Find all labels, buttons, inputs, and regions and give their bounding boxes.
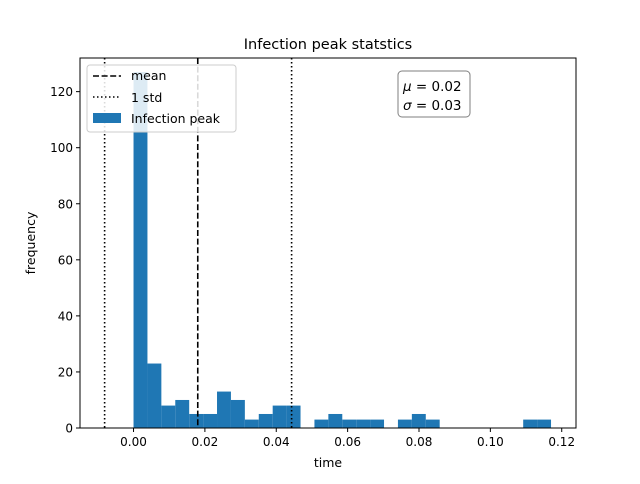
histogram-bar: [314, 419, 329, 428]
histogram-bar: [161, 405, 176, 428]
histogram-bar: [411, 413, 426, 428]
stats-mu-value: = 0.02: [416, 79, 462, 95]
histogram-bar: [286, 405, 301, 428]
y-tick-label: 80: [58, 197, 73, 211]
x-axis: 0.00 0.02 0.04 0.06 0.08 0.10 0.12: [120, 428, 575, 449]
legend-histogram-label: Infection peak: [131, 111, 221, 126]
x-tick-label: 0.06: [334, 435, 361, 449]
histogram-bar: [244, 419, 259, 428]
y-tick-label: 0: [65, 422, 73, 436]
x-tick-label: 0.02: [192, 435, 219, 449]
legend-frame: [86, 64, 237, 133]
stats-mean-text: μ = 0.02: [402, 79, 462, 95]
y-tick-label: 120: [50, 85, 73, 99]
legend-histogram-swatch: [93, 113, 121, 123]
histogram-bar: [328, 413, 343, 428]
histogram-bar: [217, 391, 231, 428]
x-tick-label: 0.04: [263, 435, 290, 449]
x-tick-label: 0.08: [406, 435, 433, 449]
stats-box: μ = 0.02 σ = 0.03: [397, 70, 471, 118]
stats-sigma-value: = 0.03: [416, 98, 462, 114]
x-axis-label: time: [314, 455, 343, 470]
x-tick-label: 0.00: [120, 435, 147, 449]
y-axis: 0 20 40 60 80 100 120: [50, 85, 80, 436]
y-tick-label: 20: [58, 365, 73, 379]
plot-frame: [79, 57, 577, 429]
x-tick-label: 0.10: [477, 435, 504, 449]
y-tick-label: 100: [50, 141, 73, 155]
stats-sigma-symbol: σ: [403, 98, 412, 114]
histogram-bar: [272, 405, 287, 428]
histogram-bar: [175, 399, 190, 428]
histogram-bar: [397, 419, 412, 428]
legend: mean 1 std Infection peak: [86, 64, 237, 133]
stats-mu-symbol: μ: [402, 79, 412, 95]
y-axis-label: frequency: [23, 211, 38, 274]
histogram-bar: [189, 413, 204, 428]
histogram-bar: [133, 72, 148, 429]
y-tick-label: 60: [58, 253, 73, 267]
stats-std-text: σ = 0.03: [403, 98, 462, 114]
histogram-bar: [147, 363, 162, 428]
legend-std-label: 1 std: [131, 90, 162, 105]
histogram-bar: [523, 419, 538, 428]
histogram-bar: [203, 413, 218, 428]
histogram-bars: [133, 72, 552, 429]
stats-box-frame: [397, 70, 471, 118]
histogram-bar: [230, 399, 245, 428]
histogram-bar: [356, 419, 371, 428]
chart-title: Infection peak statstics: [244, 37, 412, 53]
histogram-bar: [425, 419, 440, 428]
histogram-bar: [537, 419, 552, 428]
histogram-bar: [370, 419, 385, 428]
y-tick-label: 40: [58, 309, 73, 323]
histogram-bar: [342, 419, 357, 428]
histogram-bar: [258, 413, 273, 428]
legend-mean-label: mean: [131, 68, 166, 83]
x-tick-label: 0.12: [548, 435, 575, 449]
